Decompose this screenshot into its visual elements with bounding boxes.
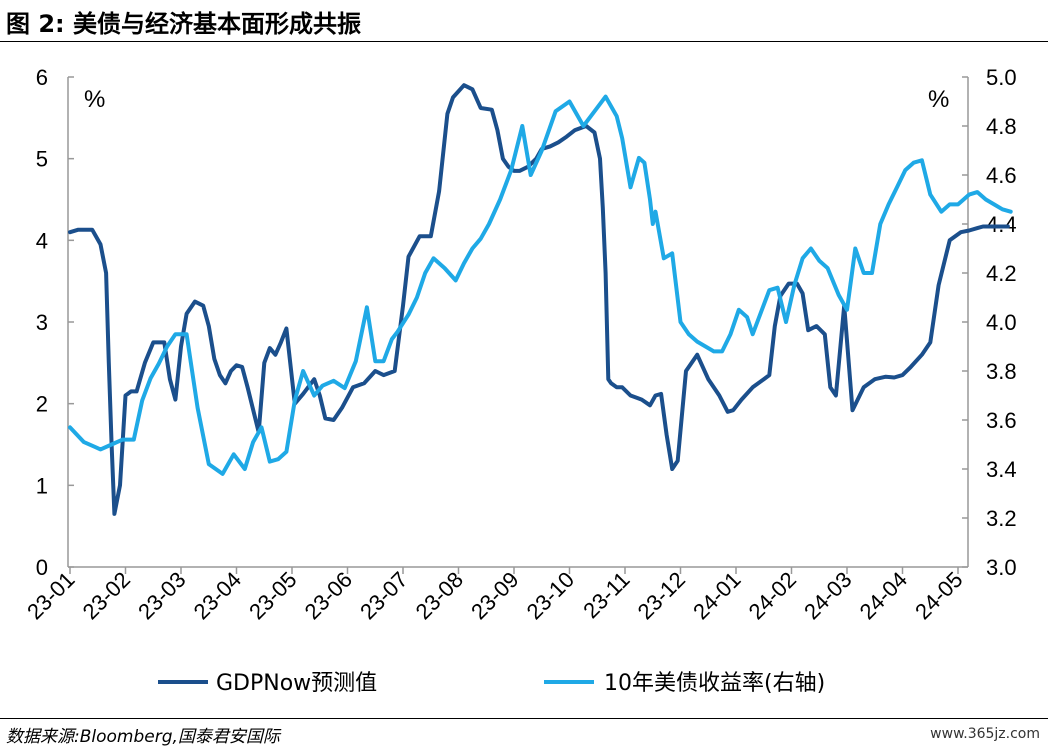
x-tick-label: 23-07	[355, 567, 412, 624]
right-tick-label: 4.0	[986, 310, 1017, 335]
x-tick-label: 24-04	[855, 567, 912, 624]
page-title: 图 2: 美债与经济基本面形成共振	[6, 10, 362, 38]
right-tick-label: 3.0	[986, 555, 1017, 580]
treasury-10y-series-line	[68, 94, 1013, 476]
x-tick-label: 23-12	[633, 567, 690, 624]
left-tick-label: 4	[36, 228, 48, 253]
x-tick-label: 24-05	[910, 567, 967, 624]
right-tick-label: 3.4	[986, 457, 1017, 482]
watermark: www.365jz.com	[930, 726, 1040, 742]
left-tick-label: 3	[36, 310, 48, 335]
x-tick-label: 23-09	[466, 567, 523, 624]
left-tick-label: 1	[36, 473, 48, 498]
footer-divider	[0, 718, 1048, 719]
left-axis-unit: %	[84, 86, 105, 113]
right-tick-label: 4.6	[986, 163, 1017, 188]
x-tick-label: 23-10	[522, 567, 579, 624]
source-note: 数据来源:Bloomberg,国泰君安国际	[6, 727, 280, 747]
right-axis-unit: %	[928, 86, 949, 113]
x-tick-label: 23-01	[22, 567, 79, 624]
x-tick-label: 23-04	[189, 567, 246, 624]
right-tick-label: 3.2	[986, 506, 1017, 531]
left-tick-label: 0	[36, 555, 48, 580]
left-tick-label: 6	[36, 65, 48, 90]
x-tick-label: 23-06	[300, 567, 357, 624]
right-tick-label: 3.6	[986, 408, 1017, 433]
right-tick-label: 5.0	[986, 65, 1017, 90]
chart-axes: 01234563.03.23.43.63.84.04.24.44.64.85.0…	[22, 65, 1017, 624]
gdpnow-series-line	[68, 83, 1010, 516]
x-tick-label: 24-03	[799, 567, 856, 624]
x-tick-label: 23-05	[244, 567, 301, 624]
x-tick-label: 23-02	[78, 567, 135, 624]
chart-series	[68, 83, 1013, 516]
right-tick-label: 4.8	[986, 114, 1017, 139]
x-tick-label: 23-03	[133, 567, 190, 624]
right-tick-label: 4.2	[986, 261, 1017, 286]
x-tick-label: 24-01	[688, 567, 745, 624]
legend-label-gdpnow: GDPNow预测值	[216, 671, 377, 696]
x-tick-label: 23-08	[411, 567, 468, 624]
x-tick-label: 24-02	[744, 567, 801, 624]
left-tick-label: 2	[36, 392, 48, 417]
right-tick-label: 3.8	[986, 359, 1017, 384]
chart-legend: GDPNow预测值 10年美债收益率(右轴)	[158, 671, 825, 696]
legend-label-treasury: 10年美债收益率(右轴)	[604, 671, 825, 696]
title-divider	[0, 41, 1048, 42]
x-tick-label: 23-11	[578, 567, 634, 623]
left-tick-label: 5	[36, 147, 48, 172]
